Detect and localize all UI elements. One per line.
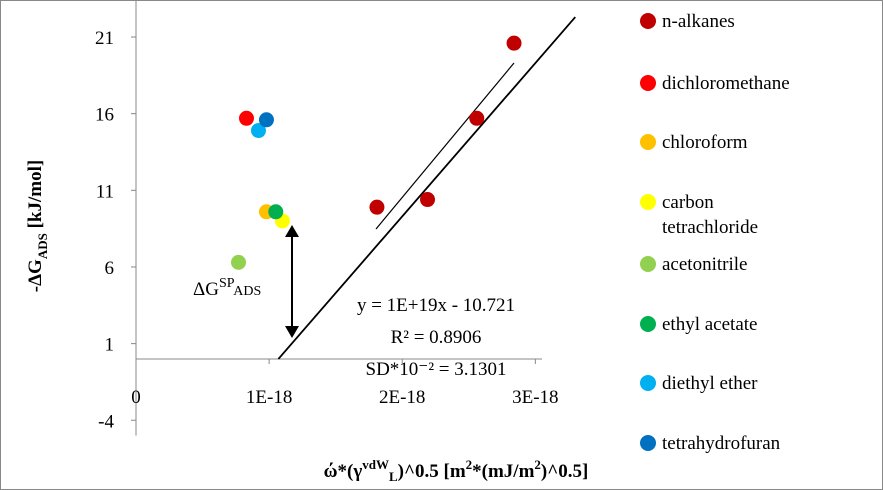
legend-marker [640, 13, 656, 29]
x-axis-title: ώ*(γvdWL)^0.5 [m2*(mJ/m2)^0.5] [324, 457, 589, 484]
legend-marker [640, 435, 656, 451]
legend-item: diethyl ether [638, 371, 876, 396]
point [420, 192, 436, 208]
x-label-part: vdW [362, 457, 389, 472]
y-tick-label: -4 [98, 411, 114, 432]
equation: y = 1E+19x - 10.721 [357, 295, 515, 316]
y-tick-label: 1 [105, 335, 115, 356]
y-tick-label: 21 [95, 28, 114, 49]
x-label-part: )^0.5 [m [398, 461, 466, 482]
y-label-part: [kJ/mol] [25, 160, 46, 233]
legend-marker [640, 75, 656, 91]
annotation: ΔGSPADS [193, 276, 261, 300]
guide-line [375, 62, 515, 230]
y-label-part: ADS [35, 233, 50, 259]
equation: R² = 0.8906 [391, 327, 482, 348]
legend-marker [640, 194, 656, 210]
y-label-part: -ΔG [25, 259, 46, 292]
legend-marker [640, 134, 656, 150]
x-label-part: *(mJ/m [472, 461, 534, 482]
x-label-part: ώ*(γ [324, 461, 363, 482]
y-tick-label: 6 [105, 258, 115, 279]
point [469, 110, 485, 126]
x-label-part: )^0.5] [541, 461, 588, 482]
point [506, 35, 522, 51]
legend-label: tetrahydrofuran [662, 433, 781, 454]
x-label-part: L [389, 469, 398, 484]
legend-item: n-alkanes [638, 9, 876, 34]
legend-label: acetonitrile [662, 254, 748, 275]
legend-label: chloroform [662, 132, 748, 153]
equation: SD*10⁻² = 3.1301 [366, 359, 507, 380]
point [250, 123, 266, 139]
point [230, 254, 246, 270]
x-tick-label: 1E-18 [246, 387, 292, 408]
point [258, 112, 274, 128]
legend-marker [640, 256, 656, 272]
legend-label: dichloromethane [662, 73, 790, 94]
trendline [277, 16, 576, 360]
annotation-sub: ADS [233, 284, 261, 299]
y-tick-label: 16 [95, 105, 114, 126]
y-tick-label: 11 [96, 181, 114, 202]
x-tick-label: 2E-18 [379, 387, 425, 408]
point [369, 199, 385, 215]
legend-item: carbon tetrachloride [638, 190, 876, 240]
arrow-heads [285, 225, 299, 338]
y-axis-title: -ΔGADS [kJ/mol] [25, 160, 50, 292]
legend-item: acetonitrile [638, 252, 876, 277]
annotation-sup: SP [219, 276, 235, 291]
legend-label: n-alkanes [662, 11, 735, 32]
legend-item: ethyl acetate [638, 312, 876, 337]
annotation-text: ΔG [193, 279, 219, 300]
legend-item: dichloromethane [638, 71, 876, 96]
x-label-part: 2 [466, 457, 473, 472]
x-tick-label: 0 [131, 387, 141, 408]
x-tick-label: 3E-18 [512, 387, 558, 408]
legend-item: tetrahydrofuran [638, 431, 876, 456]
legend-label: diethyl ether [662, 373, 758, 394]
point [238, 110, 254, 126]
legend-item: chloroform [638, 130, 876, 155]
legend-marker [640, 375, 656, 391]
x-label-part: 2 [534, 457, 541, 472]
point [268, 204, 284, 220]
legend-label: ethyl acetate [662, 314, 758, 335]
legend-marker [640, 316, 656, 332]
legend-label: carbon tetrachloride [662, 192, 759, 238]
